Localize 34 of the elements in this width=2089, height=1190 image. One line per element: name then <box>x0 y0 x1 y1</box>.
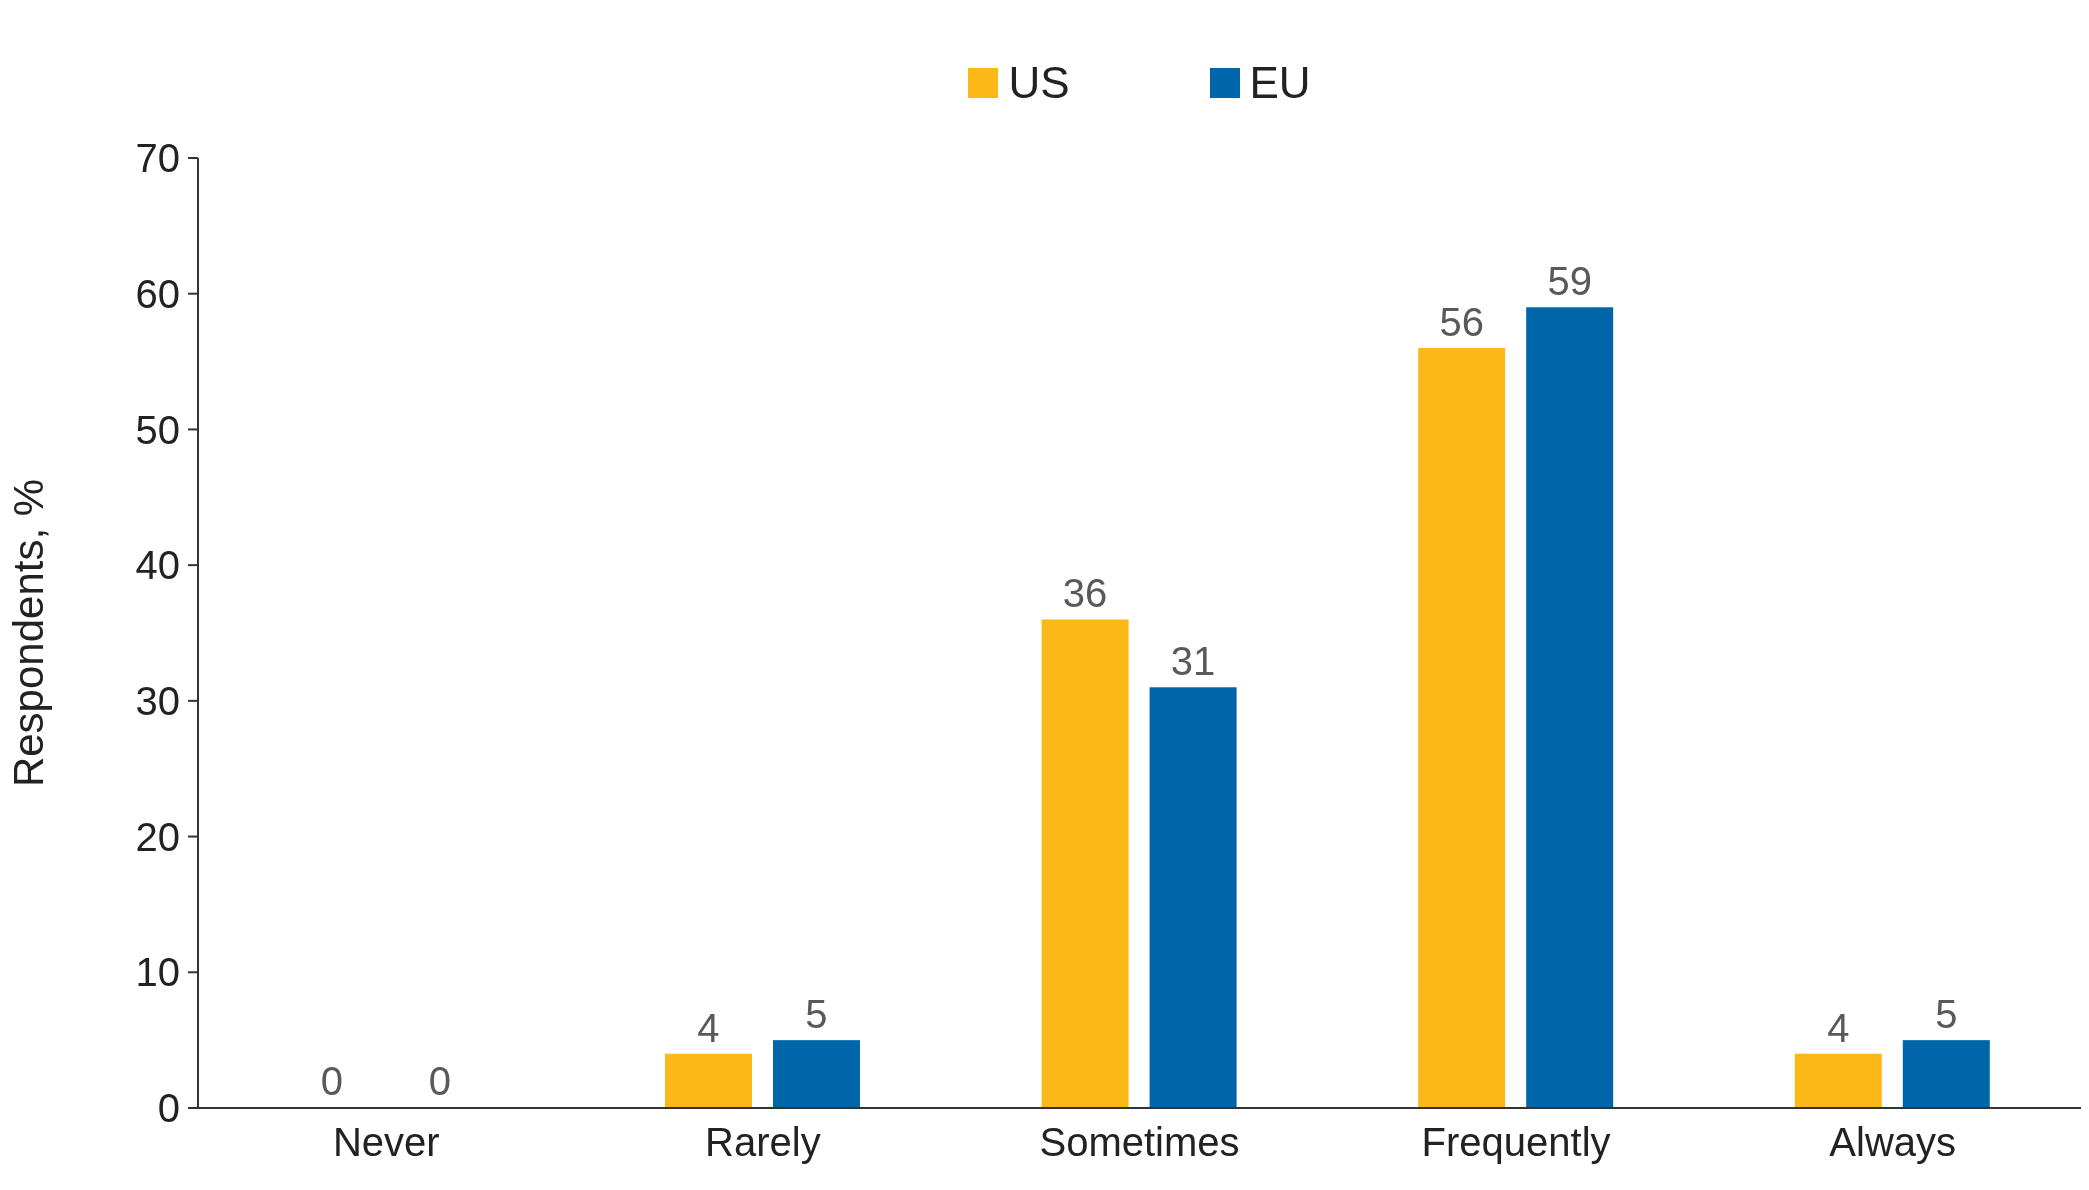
bar <box>772 1040 860 1108</box>
data-label: 36 <box>1062 571 1108 616</box>
data-label: 4 <box>1827 1005 1850 1050</box>
data-label: 5 <box>1935 992 1958 1037</box>
data-label: 5 <box>805 992 828 1037</box>
bar <box>1794 1053 1882 1108</box>
x-tick-label: Frequently <box>1421 1120 1611 1165</box>
y-tick-label: 10 <box>135 950 180 995</box>
x-tick-label: Rarely <box>705 1120 821 1165</box>
y-tick-label: 20 <box>135 814 180 859</box>
data-label: 56 <box>1439 300 1484 344</box>
y-tick-label: 70 <box>135 136 180 181</box>
y-tick-label: 50 <box>135 407 180 452</box>
data-label: 31 <box>1170 639 1216 684</box>
x-tick-label: Never <box>332 1120 440 1165</box>
data-label: 0 <box>428 1059 452 1103</box>
y-tick-label: 60 <box>135 271 180 316</box>
x-tick-label: Always <box>1829 1120 1957 1165</box>
legend-label: US <box>1008 58 1070 108</box>
data-label: 0 <box>320 1059 344 1103</box>
bar <box>1902 1040 1990 1108</box>
legend-label: EU <box>1249 58 1311 108</box>
bar <box>664 1053 752 1108</box>
y-tick-label: 0 <box>157 1086 180 1131</box>
data-label: 4 <box>697 1005 720 1050</box>
bar <box>1041 619 1129 1108</box>
y-axis-title: Respondents, % <box>4 478 52 788</box>
data-label: 59 <box>1547 259 1592 304</box>
bar <box>1149 687 1237 1108</box>
x-tick-label: Sometimes <box>1039 1120 1240 1165</box>
bar <box>1418 348 1506 1108</box>
y-tick-label: 40 <box>135 543 180 588</box>
bar <box>1526 307 1614 1108</box>
y-tick-label: 30 <box>135 679 180 724</box>
